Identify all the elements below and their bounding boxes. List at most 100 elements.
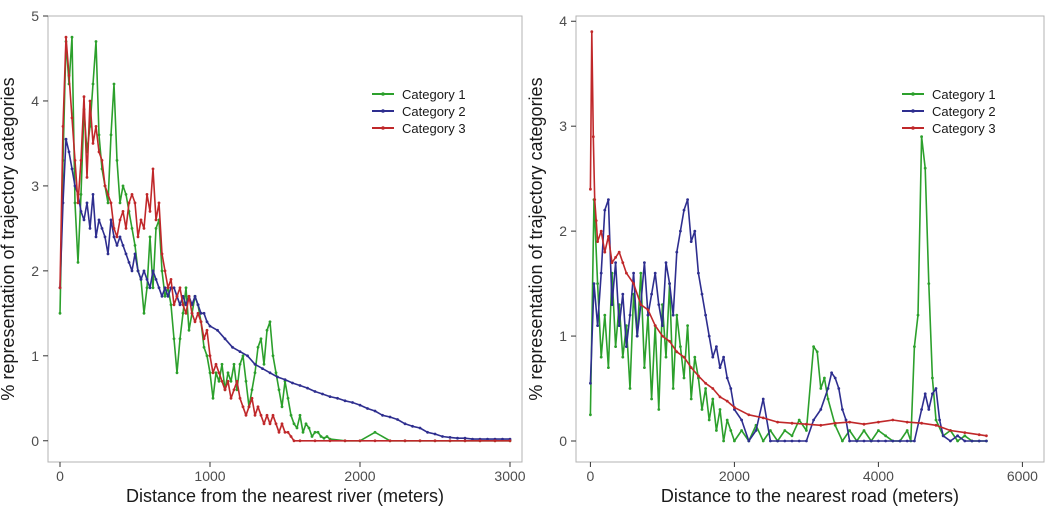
data-point-category-3	[328, 439, 332, 443]
data-point-category-1	[169, 303, 173, 307]
data-point-category-3	[292, 439, 296, 443]
chart-panel-1: 0 1000 2000 3000 0 1 2 3 4 5 Distance from the nea…	[0, 8, 526, 506]
data-point-category-2	[722, 355, 725, 359]
data-point-category-3	[121, 210, 125, 213]
data-point-category-3	[905, 420, 909, 424]
data-point-category-3	[388, 439, 392, 443]
data-point-category-1	[664, 355, 668, 359]
data-point-category-2	[291, 381, 294, 385]
data-point-category-3	[833, 421, 837, 425]
data-point-category-3	[725, 399, 729, 403]
data-point-category-2	[366, 407, 369, 410]
data-point-category-2	[118, 235, 122, 239]
data-point-category-2	[628, 313, 632, 317]
data-point-category-3	[235, 379, 239, 383]
data-point-category-1	[325, 435, 329, 438]
data-point-category-1	[693, 355, 697, 359]
data-point-category-1	[931, 376, 934, 380]
data-point-category-1	[826, 397, 830, 401]
data-point-category-1	[313, 430, 317, 434]
data-point-category-1	[790, 434, 794, 438]
data-point-category-2	[607, 198, 610, 202]
data-point-category-3	[920, 421, 923, 425]
data-point-category-1	[70, 35, 74, 39]
data-point-category-3	[211, 371, 215, 375]
data-point-category-3	[848, 420, 851, 424]
data-point-category-3	[594, 219, 598, 223]
data-point-category-3	[283, 430, 287, 434]
data-point-category-3	[934, 423, 938, 427]
data-point-category-2	[985, 439, 988, 443]
data-point-category-3	[184, 311, 188, 315]
data-point-category-1	[91, 82, 95, 86]
data-point-category-3	[247, 405, 251, 409]
data-point-category-3	[241, 405, 245, 409]
data-point-category-1	[226, 371, 230, 375]
data-point-category-1	[833, 423, 837, 427]
data-point-category-2	[697, 271, 700, 275]
data-point-category-2	[154, 278, 158, 281]
data-point-category-3	[639, 303, 643, 306]
data-point-category-3	[97, 150, 101, 154]
data-point-category-1	[151, 286, 155, 290]
data-point-category-3	[805, 422, 808, 426]
data-point-category-2	[223, 337, 227, 341]
data-point-category-3	[79, 159, 83, 162]
series-3-group	[589, 30, 988, 438]
data-point-category-2	[411, 424, 414, 428]
data-point-category-2	[127, 261, 131, 264]
data-point-category-3	[590, 30, 594, 34]
data-point-category-1	[202, 345, 206, 349]
data-point-category-1	[298, 413, 302, 417]
data-point-category-1	[679, 345, 682, 348]
data-point-category-2	[358, 403, 362, 407]
data-point-category-2	[733, 408, 736, 411]
data-point-category-1	[307, 426, 311, 430]
data-point-category-2	[276, 375, 279, 379]
data-point-category-2	[596, 324, 599, 327]
y-tick-label: 0	[559, 433, 567, 449]
data-point-category-3	[373, 439, 377, 443]
data-point-category-1	[607, 366, 610, 369]
data-point-category-3	[76, 201, 80, 205]
data-point-category-3	[259, 413, 263, 417]
data-point-category-1	[963, 434, 967, 438]
data-point-category-1	[956, 439, 959, 443]
data-point-category-3	[591, 135, 595, 139]
data-point-category-3	[718, 395, 722, 399]
x-tick-label: 0	[587, 468, 595, 484]
data-point-category-3	[130, 193, 134, 196]
data-point-category-1	[761, 439, 765, 443]
data-point-category-3	[265, 413, 269, 417]
data-point-category-1	[639, 271, 643, 275]
data-point-category-3	[274, 422, 278, 426]
legend-label-category-2: Category 2	[932, 104, 996, 119]
data-point-category-2	[70, 167, 74, 171]
data-point-category-1	[154, 227, 158, 230]
y-tick-label: 0	[31, 433, 39, 449]
data-point-category-2	[920, 408, 923, 411]
data-point-category-2	[73, 184, 77, 188]
data-point-category-2	[855, 439, 859, 443]
data-point-category-1	[319, 435, 323, 438]
legend: Category 1 Category 2 Category 3	[902, 87, 996, 136]
data-point-category-1	[301, 430, 305, 434]
data-point-category-2	[884, 439, 887, 443]
y-tick-label: 4	[559, 13, 567, 29]
data-point-category-2	[812, 418, 815, 422]
data-point-category-1	[589, 413, 592, 417]
data-point-category-1	[819, 387, 823, 390]
x-tick-label: 1000	[194, 468, 225, 484]
data-point-category-2	[707, 334, 711, 338]
legend-key-point-category-2	[381, 109, 385, 113]
data-point-category-3	[178, 286, 182, 290]
data-point-category-3	[949, 429, 952, 432]
data-point-category-2	[145, 278, 149, 281]
data-point-category-1	[277, 388, 281, 392]
data-point-category-3	[175, 294, 179, 298]
data-point-category-3	[94, 125, 98, 128]
data-point-category-3	[891, 418, 895, 422]
data-point-category-3	[154, 218, 158, 222]
data-point-category-2	[769, 439, 772, 443]
